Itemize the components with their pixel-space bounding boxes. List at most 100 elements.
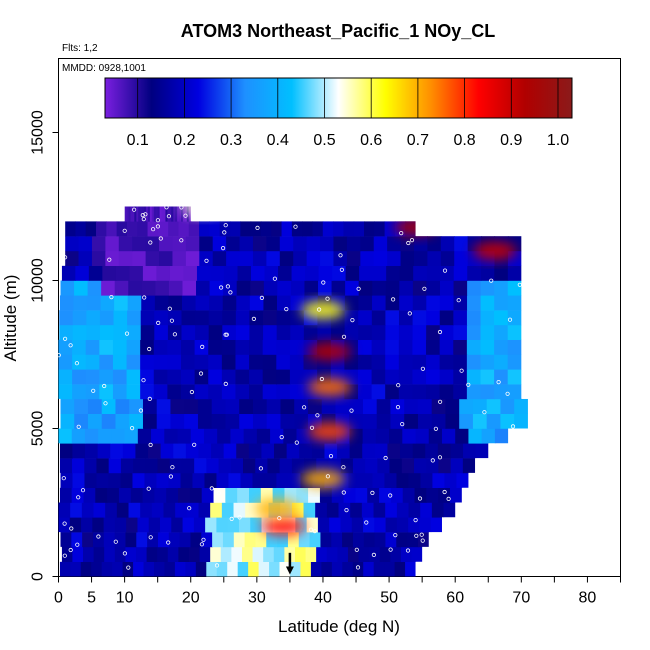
heatmap-cell [350,502,363,518]
heatmap-cell [286,443,300,459]
sample-point [141,378,146,383]
heatmap-cell [255,532,267,548]
sample-point [309,425,315,430]
heatmap-cell [100,295,115,311]
heatmap-cell [376,413,392,429]
heatmap-cell [163,502,176,518]
heatmap-cell [249,324,264,340]
heatmap-cell [132,250,147,266]
heatmap-cell [173,206,176,222]
heatmap-cell [72,546,84,562]
x-tick-label: 70 [512,590,530,607]
heatmap-cell [199,546,211,562]
heatmap-cell [58,384,73,400]
sample-point [413,517,418,523]
heatmap-cell [346,250,361,266]
heatmap-cell [274,443,288,459]
heatmap-cell [58,369,73,385]
heatmap-cell [351,517,364,533]
heatmap-cell [98,428,112,444]
heatmap-cell [178,546,190,562]
heatmap-cell [450,443,464,459]
heatmap-cell [235,354,250,370]
heatmap-cell [419,517,432,533]
sample-point [124,331,130,336]
heatmap-cell [73,295,88,311]
heatmap-cell [192,472,206,488]
heatmap-cell [204,472,218,488]
colorbar-tick-label: 0.7 [407,132,429,149]
heatmap-cell [453,310,468,326]
heatmap-cell [385,532,397,548]
heatmap-cell [358,310,373,326]
heatmap-cell [384,221,396,237]
heatmap-cell [455,428,470,444]
heatmap-cell [69,517,82,533]
sample-point [325,296,330,301]
heatmap-cell [125,532,137,548]
heatmap-cell [276,354,291,370]
heatmap-cell [385,384,400,400]
heatmap-cell [320,250,335,266]
sample-point [80,488,86,493]
heatmap-cell [182,517,195,533]
heatmap-cell [230,458,244,474]
heatmap-cell [209,280,224,296]
heatmap-cell [112,339,128,355]
heatmap-cell [153,561,166,577]
sample-point [496,379,501,385]
heatmap-cell [305,546,317,562]
sample-point [420,538,425,543]
sample-point [147,346,152,352]
sample-point [183,213,188,218]
heatmap-cell [58,502,71,518]
heatmap-cell [252,236,267,252]
sample-point [399,231,404,236]
heatmap-cell [360,250,375,266]
heatmap-cell [398,324,414,340]
heatmap-cell [222,532,235,548]
heatmap-cell [394,561,406,577]
colorbar: 0.1 0.2 0.3 0.4 0.5 0.6 0.7 0.8 0.9 1.0 [104,77,573,149]
heatmap-hotspot [261,517,306,536]
heatmap-cell [179,206,182,222]
sample-point [204,258,209,263]
sample-point [216,491,221,496]
heatmap-cell [85,354,100,370]
heatmap-cell [262,339,277,355]
heatmap-cell [135,546,148,562]
sample-point [155,224,160,229]
heatmap-cell [404,398,419,414]
heatmap-cell [358,324,373,340]
heatmap-cell [342,561,354,577]
heatmap-cell [168,472,182,488]
heatmap-cell [453,265,468,281]
heatmap-cell [440,250,455,266]
heatmap-cell [126,517,139,533]
colorbar-tick-label: 0.9 [500,132,522,149]
heatmap-cell [237,487,250,503]
heatmap-cell [161,206,165,222]
heatmap-cell [184,413,199,429]
heatmap-cell [225,398,240,414]
heatmap-cell [194,458,207,474]
heatmap-cell [151,428,165,444]
heatmap-cell [181,458,195,474]
heatmap-cell [426,295,441,311]
heatmap-cell [199,221,211,237]
heatmap-cell [153,384,168,400]
heatmap-cell [72,339,87,355]
y-tick-label: 5000 [30,411,47,447]
heatmap-cell [400,250,415,266]
heatmap-cell [222,324,237,340]
heatmap-cell [390,413,405,429]
heatmap-cell [72,354,87,370]
heatmap-cell [235,339,250,355]
heatmap-cell [453,369,468,385]
heatmap-cell [306,517,319,533]
heatmap-cell [480,339,495,355]
heatmap-cell [399,280,414,296]
heatmap-cell [494,428,509,444]
heatmap-cell [251,265,266,281]
heatmap-cell [337,443,351,459]
